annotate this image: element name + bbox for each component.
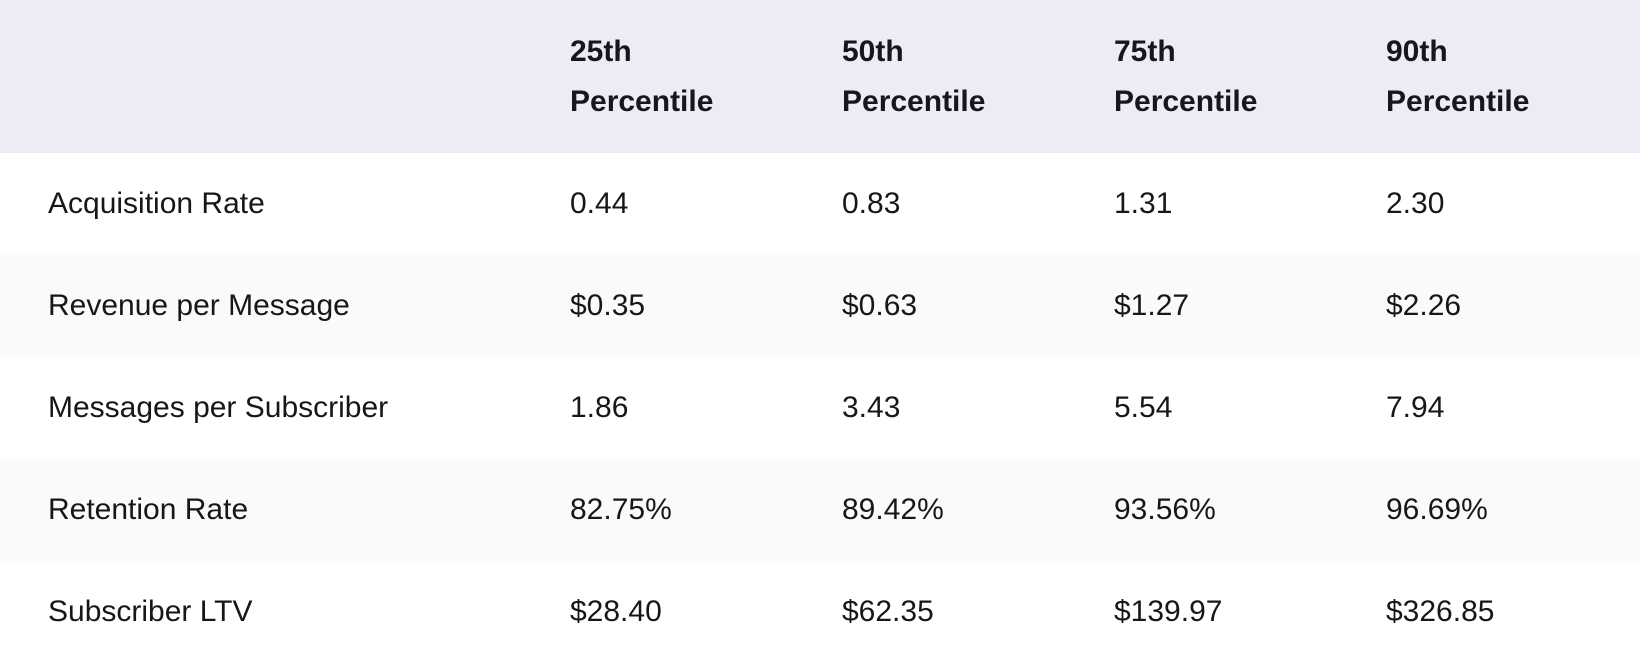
cell-value: 7.94 [1386, 391, 1445, 424]
table-row-subscriber-ltv: Subscriber LTV $28.40 $62.35 $139.97 $32… [0, 561, 1640, 663]
table-header-row: 25th Percentile 50th Percentile 75th Per… [0, 0, 1640, 153]
table-row-acquisition-rate: Acquisition Rate 0.44 0.83 1.31 2.30 [0, 153, 1640, 255]
row-label: Acquisition Rate [48, 187, 265, 220]
cell-value: 0.44 [570, 187, 629, 220]
column-header-50th-percentile: 50th Percentile [842, 34, 986, 118]
cell-value: $1.27 [1114, 289, 1190, 322]
cell-value: $2.26 [1386, 289, 1462, 322]
cell-value: 1.31 [1114, 187, 1173, 220]
row-label: Retention Rate [48, 493, 249, 526]
cell-value: $139.97 [1114, 595, 1223, 628]
cell-value: $28.40 [570, 595, 662, 628]
cell-value: 96.69% [1386, 493, 1488, 526]
cell-value: 5.54 [1114, 391, 1173, 424]
cell-value: 2.30 [1386, 187, 1445, 220]
cell-value: 82.75% [570, 493, 672, 526]
row-label: Revenue per Message [48, 289, 350, 322]
row-label: Subscriber LTV [48, 595, 253, 628]
cell-value: $0.63 [842, 289, 918, 322]
cell-value: 0.83 [842, 187, 901, 220]
cell-value: $326.85 [1386, 595, 1495, 628]
column-header-90th-percentile: 90th Percentile [1386, 34, 1530, 118]
cell-value: 1.86 [570, 391, 629, 424]
column-header-25th-percentile: 25th Percentile [570, 34, 714, 118]
cell-value: $0.35 [570, 289, 646, 322]
cell-value: 93.56% [1114, 493, 1216, 526]
cell-value: $62.35 [842, 595, 934, 628]
row-label: Messages per Subscriber [48, 391, 389, 424]
cell-value: 3.43 [842, 391, 901, 424]
table-row-messages-per-subscriber: Messages per Subscriber 1.86 3.43 5.54 7… [0, 357, 1640, 459]
table-row-revenue-per-message: Revenue per Message $0.35 $0.63 $1.27 $2… [0, 255, 1640, 357]
cell-value: 89.42% [842, 493, 944, 526]
column-header-75th-percentile: 75th Percentile [1114, 34, 1258, 118]
table-row-retention-rate: Retention Rate 82.75% 89.42% 93.56% 96.6… [0, 459, 1640, 561]
